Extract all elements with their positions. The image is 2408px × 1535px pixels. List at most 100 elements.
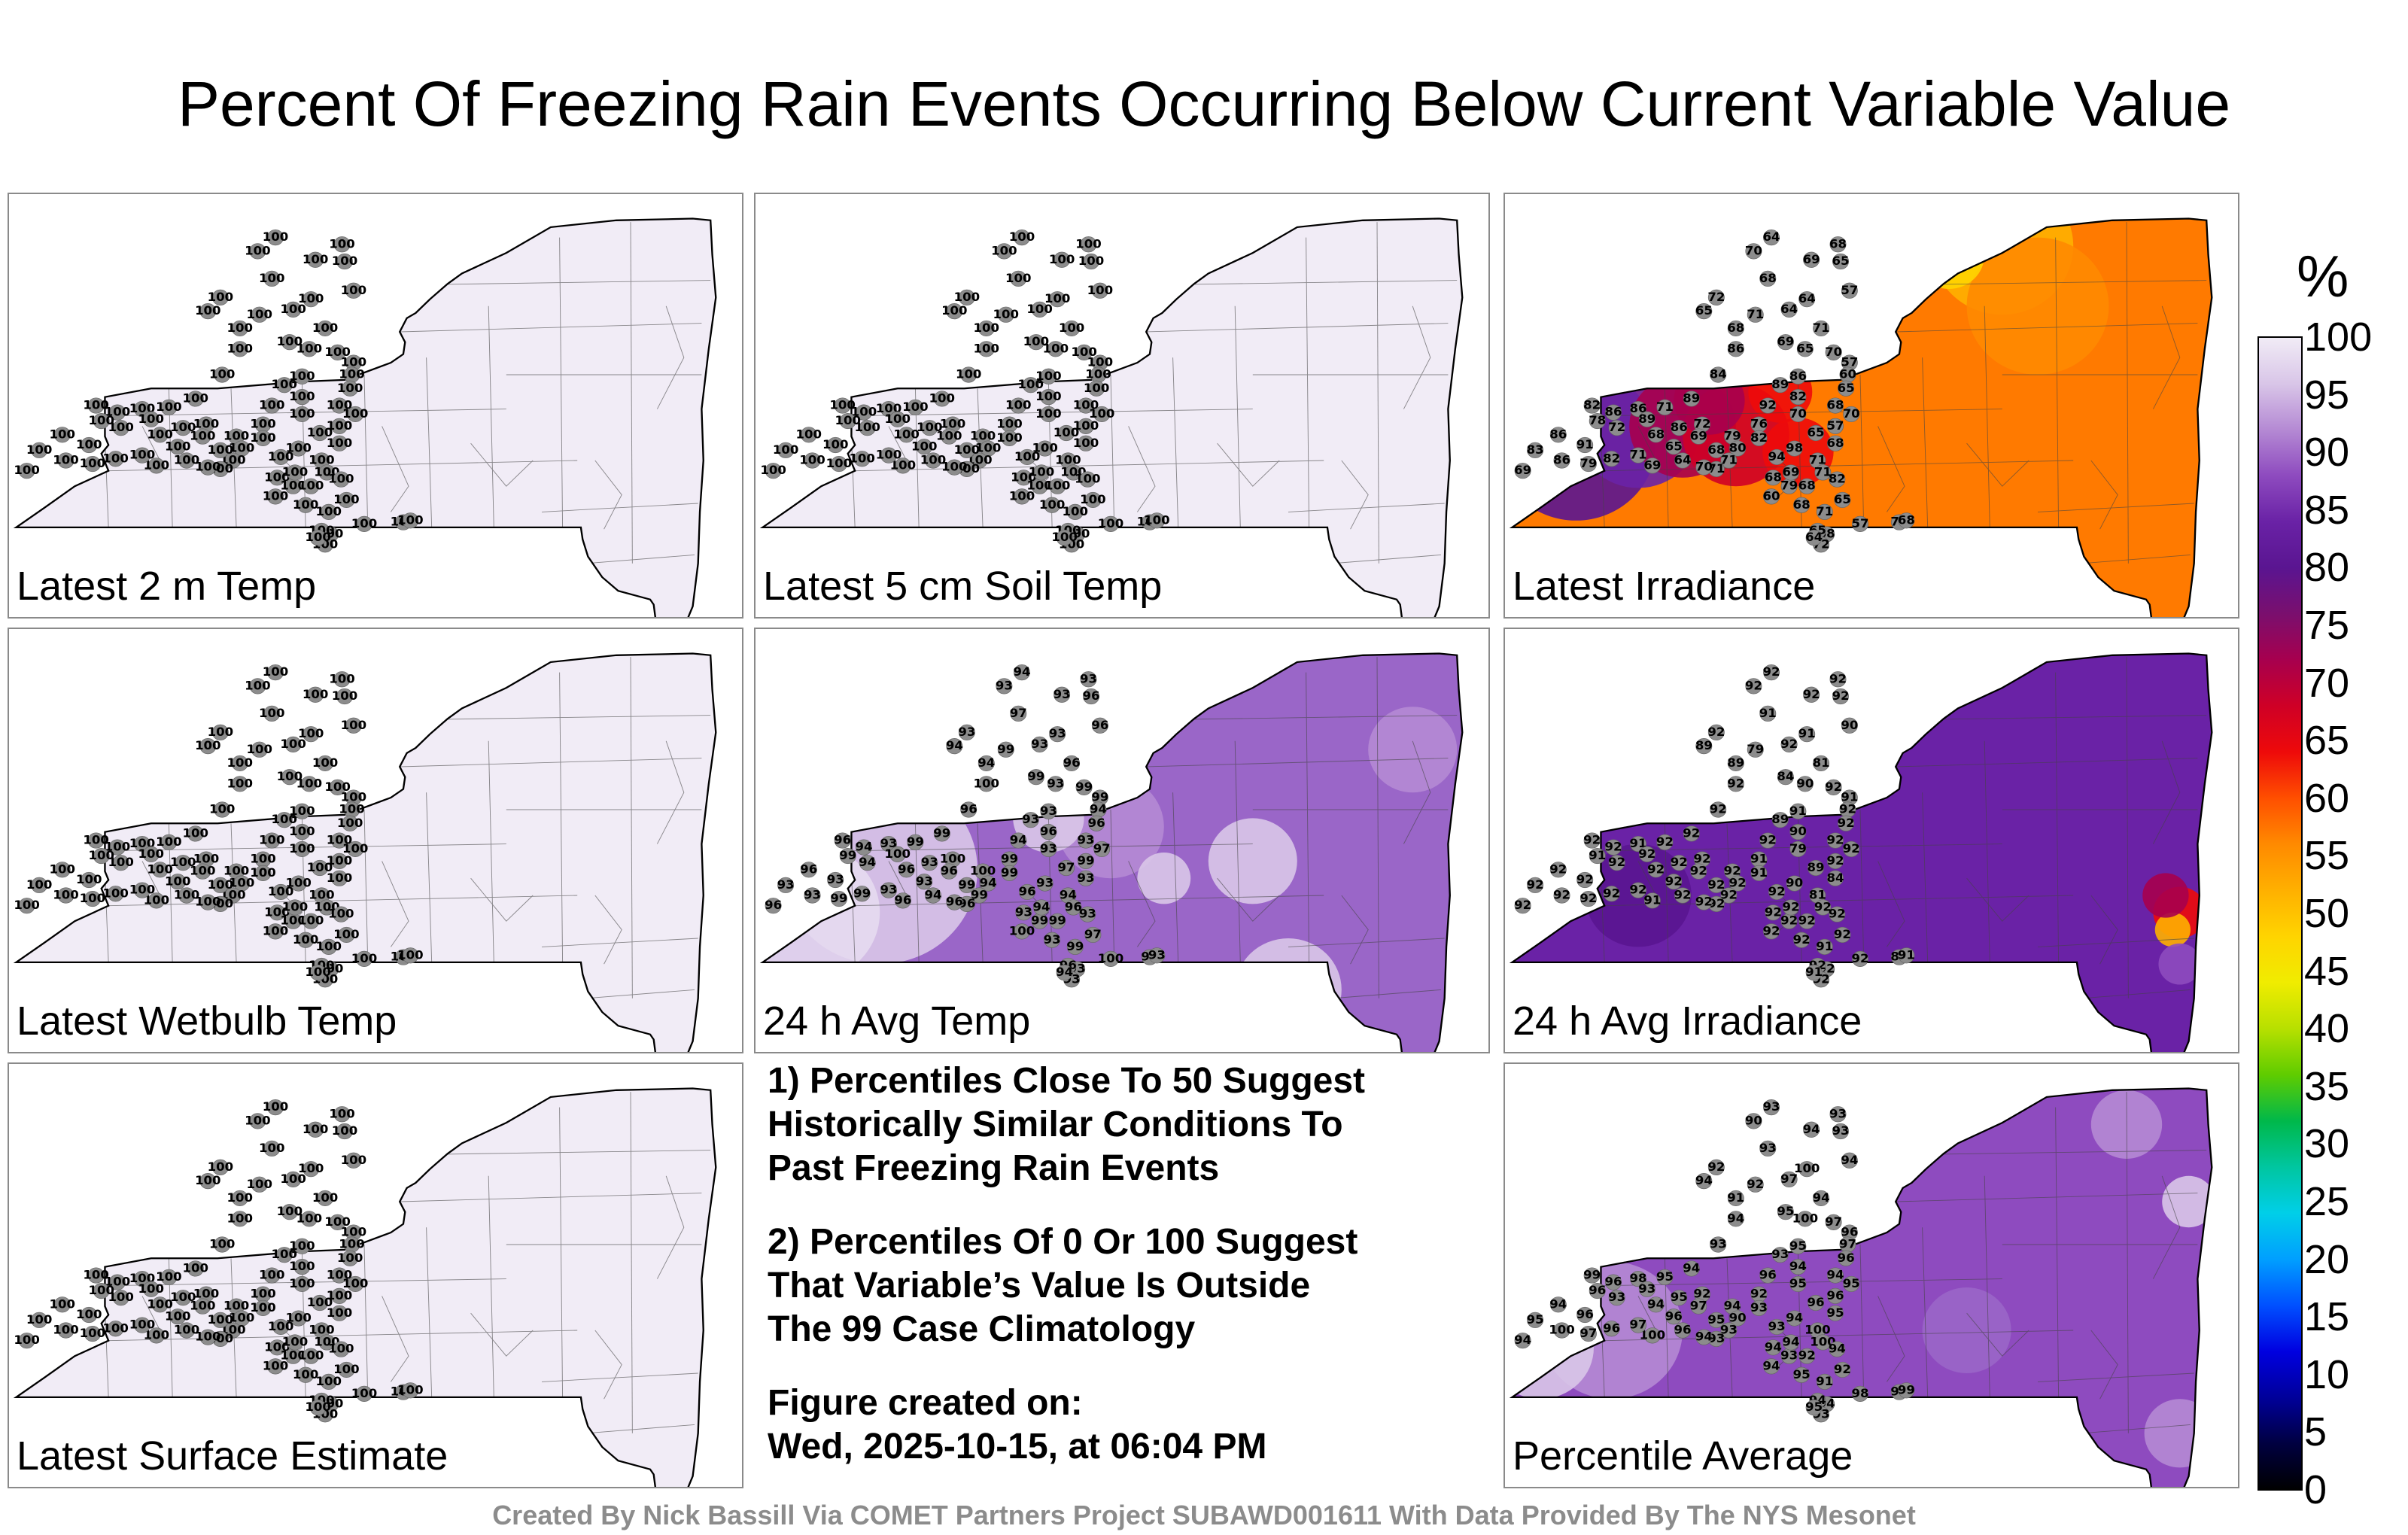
station-dot <box>1066 938 1084 956</box>
station-dot <box>1010 705 1027 722</box>
station-value: 100 <box>289 389 315 403</box>
station-value: 100 <box>1810 1335 1835 1349</box>
station-value: 93 <box>1040 804 1057 818</box>
station-value: 100 <box>298 727 324 741</box>
station-value: 100 <box>327 833 352 847</box>
station-value: 100 <box>165 439 190 454</box>
station-value: 93 <box>1036 876 1054 890</box>
station-value: 100 <box>298 479 324 493</box>
station-value: 84 <box>1710 367 1727 381</box>
station-value: 100 <box>1035 406 1061 421</box>
station-dot <box>1065 464 1082 481</box>
station-dot <box>1727 320 1744 337</box>
station-dot <box>214 1236 231 1253</box>
station-dot <box>303 478 320 494</box>
station-value: 97 <box>1058 860 1075 874</box>
station-value: 98 <box>1630 1271 1647 1285</box>
station-dot <box>93 847 110 865</box>
station-value: 100 <box>247 307 272 321</box>
station-value: 100 <box>289 1239 315 1253</box>
station-value: 93 <box>1079 907 1096 921</box>
station-value: 92 <box>1780 913 1798 928</box>
station-value: 100 <box>307 1295 333 1309</box>
station-value: 92 <box>1826 853 1844 868</box>
station-value: 100 <box>893 427 919 442</box>
map-panel-latest-2m-temp: 100 100 100 100 100 100 100 100 100 100 100 100 100 1… <box>8 193 743 619</box>
station-dot <box>1729 875 1747 892</box>
station-dot <box>1789 1259 1807 1275</box>
station-dot <box>1750 430 1768 446</box>
state-outline <box>1509 217 2213 617</box>
station-value: 92 <box>1707 1160 1725 1174</box>
station-dot <box>971 452 988 469</box>
station-dot <box>777 442 795 458</box>
station-dot <box>1022 812 1039 828</box>
station-dot <box>320 938 337 956</box>
station-dot <box>178 1322 195 1339</box>
station-dot <box>1898 1382 1915 1399</box>
station-dot <box>1630 1317 1646 1333</box>
station-value: 92 <box>1793 932 1811 947</box>
station-value: 100 <box>1039 497 1065 512</box>
station-value: 100 <box>183 391 208 406</box>
station-value: 100 <box>1026 302 1052 316</box>
station-dot <box>329 344 346 360</box>
station-dot <box>300 1211 318 1227</box>
station-value: 100 <box>1073 398 1099 412</box>
station-dot <box>224 452 242 469</box>
station-value: 92 <box>1576 872 1594 886</box>
station-value: 92 <box>1852 951 1869 965</box>
station-dot <box>1091 282 1108 299</box>
station-dot <box>284 1171 302 1187</box>
station-dot <box>84 455 101 473</box>
station-dot <box>169 874 187 890</box>
station-dot <box>804 887 821 904</box>
station-dot <box>1710 801 1727 818</box>
station-dot <box>290 1310 307 1327</box>
station-value: 100 <box>277 335 303 349</box>
station-dot <box>1803 1121 1820 1138</box>
station-dot <box>84 1325 101 1342</box>
colorbar-tick-label: 60 <box>2304 775 2350 821</box>
station-dot <box>1852 1385 1868 1402</box>
station-value: 100 <box>88 413 114 427</box>
shading-blob <box>2206 580 2238 617</box>
station-value: 60 <box>1839 367 1856 381</box>
station-value: 100 <box>876 448 901 462</box>
station-dot <box>312 1294 328 1312</box>
station-value: 92 <box>1549 862 1567 877</box>
station-value: 89 <box>1771 378 1789 392</box>
station-value: 100 <box>1085 367 1111 381</box>
station-dot <box>1015 470 1032 486</box>
station-dot <box>1727 1190 1744 1207</box>
station-value: 93 <box>1077 833 1094 847</box>
station-dot <box>1088 815 1105 831</box>
station-value: 100 <box>303 252 328 266</box>
station-value: 70 <box>1695 460 1713 474</box>
station-value: 64 <box>1763 229 1780 244</box>
station-dot <box>1058 424 1075 442</box>
station-dot <box>1603 1321 1620 1337</box>
station-dot <box>1763 488 1780 505</box>
station-dot <box>1765 904 1782 921</box>
station-dot <box>275 812 293 828</box>
station-dot <box>1576 1306 1594 1324</box>
colorbar-tick-label: 0 <box>2304 1467 2327 1512</box>
station-value: 98 <box>1852 1386 1869 1400</box>
station-value: 93 <box>777 877 795 892</box>
station-value: 100 <box>1098 516 1123 530</box>
station-dot <box>907 399 924 415</box>
station-value: 92 <box>1829 672 1847 686</box>
station-value: 68 <box>1727 321 1744 335</box>
station-dot <box>1707 1312 1725 1328</box>
station-value: 93 <box>1750 1300 1768 1315</box>
station-dot <box>1014 923 1030 940</box>
station-dot <box>1553 452 1570 469</box>
station-dot <box>1671 420 1688 436</box>
station-dot <box>827 871 844 889</box>
station-value: 100 <box>88 1283 114 1297</box>
station-dot <box>333 236 351 253</box>
colorbar-tick-label: 85 <box>2304 487 2350 533</box>
station-value: 100 <box>14 1333 39 1348</box>
